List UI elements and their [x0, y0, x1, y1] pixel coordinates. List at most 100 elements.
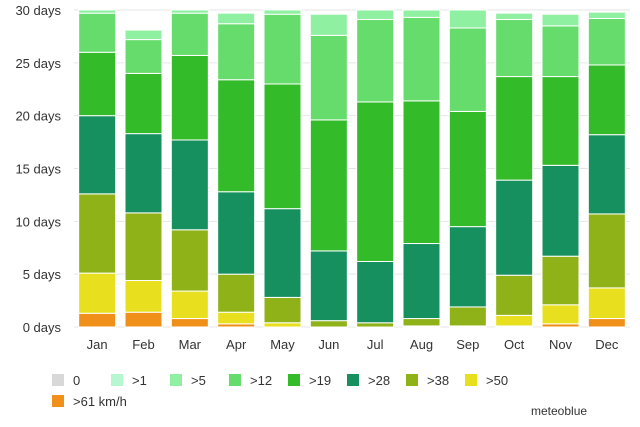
- legend-label: >38: [427, 372, 450, 388]
- bar-segment[interactable]: [402, 318, 441, 327]
- bar-segment[interactable]: [356, 9, 395, 21]
- bar-segment[interactable]: [170, 9, 209, 14]
- legend-item-gt28[interactable]: >28: [347, 373, 406, 388]
- bar-segment[interactable]: [78, 115, 117, 195]
- bar-segment[interactable]: [402, 243, 441, 320]
- bar-segment[interactable]: [495, 12, 534, 21]
- bar-segment[interactable]: [217, 191, 256, 275]
- bar-segment[interactable]: [402, 16, 441, 102]
- bar-segment[interactable]: [587, 213, 626, 289]
- bar-segment[interactable]: [541, 164, 580, 257]
- bar-segment[interactable]: [495, 314, 534, 327]
- bar-segment[interactable]: [587, 134, 626, 215]
- legend-item-gt50[interactable]: >50: [465, 373, 524, 388]
- grid-lines: [74, 9, 630, 328]
- bar-segment[interactable]: [263, 322, 302, 328]
- bar-segment[interactable]: [78, 312, 117, 328]
- bar-segment[interactable]: [217, 79, 256, 193]
- bar-segment[interactable]: [587, 11, 626, 19]
- bar-segment[interactable]: [124, 39, 163, 74]
- x-tick-label: Apr: [226, 337, 247, 352]
- bar-segment[interactable]: [448, 9, 487, 29]
- legend-item-0[interactable]: 0: [52, 373, 111, 388]
- bar-segment[interactable]: [263, 9, 302, 15]
- bar-segment[interactable]: [124, 311, 163, 328]
- legend-label: >61 km/h: [73, 393, 127, 409]
- bar-segment[interactable]: [309, 250, 348, 322]
- bar-segment[interactable]: [448, 110, 487, 228]
- bar-segment[interactable]: [541, 25, 580, 78]
- bar-segment[interactable]: [448, 306, 487, 327]
- bar-segment[interactable]: [217, 273, 256, 313]
- x-tick-label: Jan: [87, 337, 108, 352]
- bar-segment[interactable]: [356, 260, 395, 324]
- legend-item-gt19[interactable]: >19: [288, 373, 347, 388]
- bar-segment[interactable]: [170, 12, 209, 56]
- bar-segment[interactable]: [78, 51, 117, 117]
- y-tick-label: 10 days: [15, 214, 61, 229]
- bar-segment[interactable]: [217, 23, 256, 81]
- bar-segment[interactable]: [217, 311, 256, 325]
- bar-segment[interactable]: [124, 212, 163, 282]
- bars: [78, 9, 626, 328]
- bar-segment[interactable]: [495, 179, 534, 276]
- legend-swatch: [52, 374, 64, 386]
- bar-segment[interactable]: [263, 208, 302, 298]
- bar-segment[interactable]: [587, 287, 626, 320]
- bar-segment[interactable]: [448, 27, 487, 112]
- bar-segment[interactable]: [309, 119, 348, 252]
- bar-segment[interactable]: [495, 76, 534, 181]
- bar-segment[interactable]: [124, 72, 163, 135]
- bar-segment[interactable]: [124, 29, 163, 41]
- bar-segment[interactable]: [356, 19, 395, 103]
- legend-label: >50: [486, 372, 509, 388]
- bar-segment[interactable]: [78, 272, 117, 314]
- bar-segment[interactable]: [356, 322, 395, 328]
- bar-segment[interactable]: [124, 133, 163, 214]
- x-tick-label: May: [270, 337, 295, 352]
- bar-segment[interactable]: [587, 64, 626, 136]
- legend-swatch: [465, 374, 477, 386]
- bar-segment[interactable]: [587, 17, 626, 66]
- bar-segment[interactable]: [217, 12, 256, 25]
- bar-segment[interactable]: [263, 296, 302, 324]
- x-axis-ticks: Jan Feb Mar Apr May Jun Jul Aug Sep Oct Nov Dec: [87, 337, 619, 352]
- bar-segment[interactable]: [78, 193, 117, 274]
- bar-segment[interactable]: [541, 76, 580, 166]
- bar-segment[interactable]: [170, 229, 209, 292]
- legend-item-gt1[interactable]: >1: [111, 373, 170, 388]
- bar-segment[interactable]: [495, 19, 534, 78]
- bar-segment[interactable]: [309, 13, 348, 36]
- bar-segment[interactable]: [124, 280, 163, 313]
- bar-segment[interactable]: [541, 304, 580, 325]
- bar-segment[interactable]: [309, 320, 348, 328]
- legend-item-gt61[interactable]: >61 km/h: [52, 394, 172, 409]
- legend-label: >28: [368, 372, 391, 388]
- bar-segment[interactable]: [170, 54, 209, 141]
- legend-item-gt38[interactable]: >38: [406, 373, 465, 388]
- legend-item-gt12[interactable]: >12: [229, 373, 288, 388]
- bar-segment[interactable]: [309, 34, 348, 121]
- bar-segment[interactable]: [170, 139, 209, 231]
- bar-segment[interactable]: [541, 13, 580, 27]
- bar-segment[interactable]: [448, 226, 487, 308]
- legend-label: >1: [132, 372, 147, 388]
- bar-segment[interactable]: [587, 318, 626, 328]
- bar-segment[interactable]: [402, 9, 441, 18]
- bar-segment[interactable]: [170, 318, 209, 328]
- y-tick-label: 5 days: [23, 267, 62, 282]
- bar-segment[interactable]: [541, 255, 580, 306]
- bar-segment[interactable]: [170, 290, 209, 320]
- bar-segment[interactable]: [263, 83, 302, 210]
- y-tick-label: 25 days: [15, 56, 61, 71]
- bar-segment[interactable]: [78, 9, 117, 14]
- bar-segment[interactable]: [78, 12, 117, 53]
- bar-segment[interactable]: [402, 100, 441, 245]
- legend-item-gt5[interactable]: >5: [170, 373, 229, 388]
- legend: 0 >1 >5 >12 >19 >28 >38 >50: [52, 371, 632, 413]
- bar-segment[interactable]: [263, 13, 302, 85]
- bar-segment[interactable]: [495, 274, 534, 316]
- credit-text[interactable]: meteoblue: [531, 404, 588, 418]
- y-axis-ticks: 0 days 5 days 10 days 15 days 20 days 25 days…: [15, 3, 61, 335]
- bar-segment[interactable]: [356, 101, 395, 262]
